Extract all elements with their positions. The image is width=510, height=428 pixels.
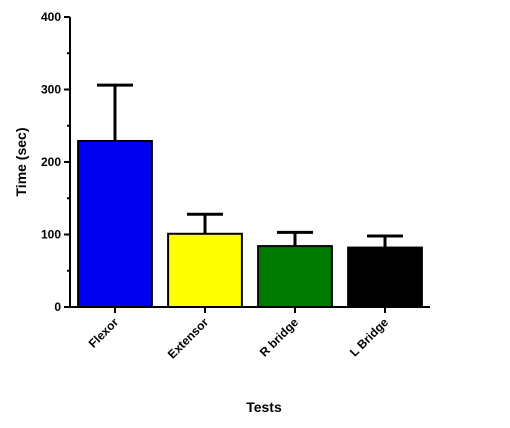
bar-extensor — [167, 232, 243, 308]
y-ticks: 0 100 200 300 400 — [41, 10, 70, 314]
bar-r-bridge — [257, 245, 333, 309]
x-tick-label: Extensor — [165, 315, 211, 361]
error-bars-layer — [97, 83, 403, 248]
y-tick-label: 200 — [41, 155, 61, 169]
bars-layer — [77, 139, 423, 309]
x-tick-label: R bridge — [257, 315, 302, 360]
y-tick-label: 0 — [54, 300, 61, 314]
bar-flexor — [77, 139, 153, 308]
y-tick-label: 100 — [41, 228, 61, 242]
x-ticks: Flexor Extensor R bridge L Bridge — [86, 307, 391, 361]
x-axis-title: Tests — [246, 399, 282, 415]
y-tick-label: 300 — [41, 83, 61, 97]
x-tick-label: L Bridge — [347, 315, 391, 359]
y-tick-label: 400 — [41, 10, 61, 24]
y-axis-title: Time (sec) — [13, 128, 29, 197]
x-tick-label: Flexor — [86, 315, 122, 351]
bar-l-bridge — [347, 246, 423, 309]
